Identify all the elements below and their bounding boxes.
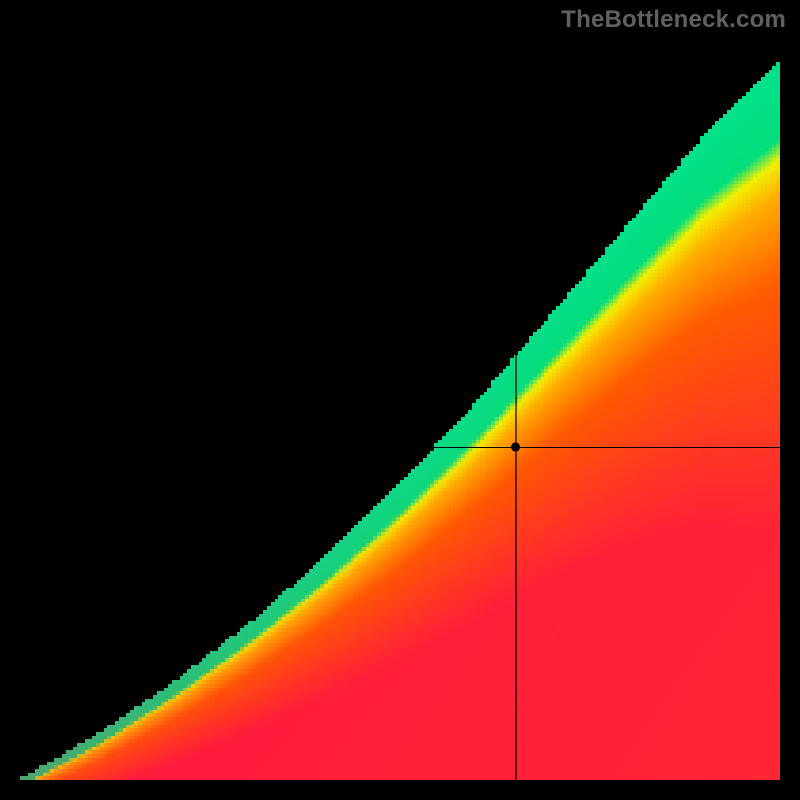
heatmap-canvas bbox=[20, 40, 780, 780]
watermark-text: TheBottleneck.com bbox=[561, 6, 786, 34]
chart-container: TheBottleneck.com bbox=[0, 0, 800, 800]
bottleneck-heatmap bbox=[20, 40, 780, 780]
